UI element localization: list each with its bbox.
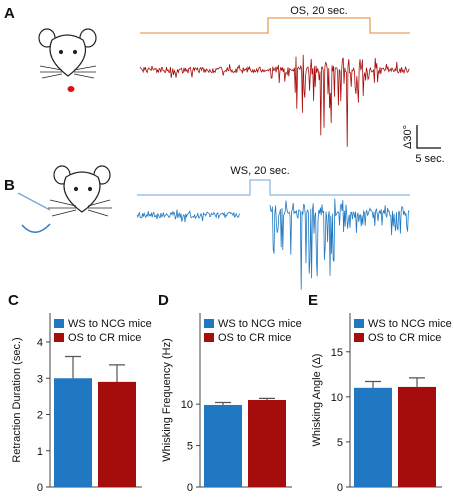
bar xyxy=(354,387,392,487)
y-tick-label: 0 xyxy=(37,482,43,494)
y-tick-label: 15 xyxy=(331,347,343,359)
legend-swatch xyxy=(354,333,364,342)
y-tick-label: 5 xyxy=(337,437,343,449)
legend-label: WS to NCG mice xyxy=(68,318,152,330)
panel-label: C xyxy=(8,292,19,309)
legend-swatch xyxy=(54,319,64,328)
panel-label: A xyxy=(4,5,15,22)
panel-label: E xyxy=(308,292,318,309)
legend-label: WS to NCG mice xyxy=(218,318,302,330)
bar xyxy=(204,404,242,487)
trace-a xyxy=(139,54,410,147)
y-tick-label: 5 xyxy=(187,441,193,453)
error-bar xyxy=(109,364,125,382)
bar xyxy=(98,381,136,487)
error-bar xyxy=(259,397,275,400)
trace-b xyxy=(136,198,410,290)
bar xyxy=(248,400,286,487)
stim-a xyxy=(140,17,410,34)
error-bar xyxy=(365,380,381,388)
legend-label: OS to CR mice xyxy=(218,332,291,344)
legend-label: WS to NCG mice xyxy=(368,318,452,330)
stim-b xyxy=(137,179,410,196)
y-tick-label: 3 xyxy=(37,373,43,385)
legend-swatch xyxy=(54,333,64,342)
error-bar xyxy=(409,377,425,387)
y-tick-label: 0 xyxy=(337,482,343,494)
scale-bar xyxy=(416,125,441,149)
legend-swatch xyxy=(204,319,214,328)
panel-label: D xyxy=(158,292,169,309)
error-bar xyxy=(215,401,231,405)
scale-y: Δ30° xyxy=(402,125,414,149)
stimulus-label: WS, 20 sec. xyxy=(230,165,289,177)
legend-label: OS to CR mice xyxy=(68,332,141,344)
y-tick-label: 2 xyxy=(37,410,43,422)
y-tick-label: 1 xyxy=(37,446,43,458)
stimulus-label: OS, 20 sec. xyxy=(290,5,347,17)
y-tick-label: 0 xyxy=(187,482,193,494)
legend-swatch xyxy=(354,319,364,328)
legend-label: OS to CR mice xyxy=(368,332,441,344)
scale-x: 5 sec. xyxy=(415,153,444,165)
y-tick-label: 10 xyxy=(331,392,343,404)
y-tick-label: 4 xyxy=(37,337,43,349)
panel-label: B xyxy=(4,177,15,194)
legend-swatch xyxy=(204,333,214,342)
error-bar xyxy=(65,355,81,379)
bar xyxy=(398,386,436,487)
bar xyxy=(54,378,92,487)
y-axis-label: Whisking Frequency (Hz) xyxy=(161,338,173,461)
y-axis-label: Whisking Angle (Δ) xyxy=(311,354,323,447)
y-axis-label: Retraction Duration (sec.) xyxy=(11,337,23,462)
y-tick-label: 10 xyxy=(181,399,193,411)
mouse-a xyxy=(38,28,97,92)
mouse-b xyxy=(17,165,112,233)
